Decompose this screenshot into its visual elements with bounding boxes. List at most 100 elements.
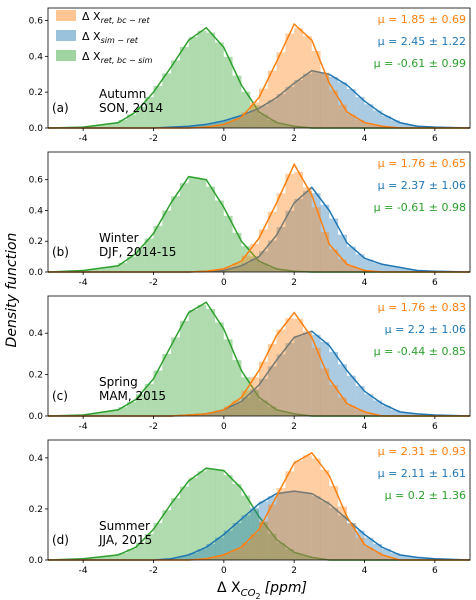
season-name: Autumn (99, 87, 146, 101)
hist-bar-bc_ret (259, 229, 268, 272)
hist-bar-bc_ret (241, 390, 251, 416)
hist-bar-bc_sim (92, 557, 101, 560)
hist-bar-bc_ret (294, 28, 303, 129)
panel-frame (47, 295, 471, 417)
hist-bar-sim_ret (223, 530, 233, 560)
hist-bar-bc_sim (162, 510, 172, 560)
hist-bar-sim_ret (355, 97, 365, 128)
hist-bar-bc_sim (144, 238, 154, 272)
hist-bar-sim_ret (250, 389, 259, 416)
hist-bar-bc_sim (197, 471, 207, 560)
hist-bar-bc_ret (259, 521, 268, 560)
stat-bc_sim: μ = -0.61 ± 0.99 (374, 57, 466, 70)
hist-bar-bc_ret (303, 455, 312, 560)
hist-bar-bc_ret (241, 112, 251, 128)
hist-bar-sim_ret (215, 537, 224, 560)
hist-bar-bc_ret (329, 385, 339, 416)
hist-bar-sim_ret (399, 412, 409, 416)
hist-bar-sim_ret (232, 523, 242, 560)
x-tick-label: 2 (291, 422, 297, 432)
legend-swatch-bc_sim (56, 50, 76, 61)
hist-bar-bc_sim (109, 410, 119, 416)
hist-bar-bc_ret (329, 249, 339, 272)
hist-bar-bc_sim (127, 114, 136, 128)
hist-bar-sim_ret (303, 493, 312, 560)
hist-bar-bc_sim (153, 523, 163, 560)
hist-bar-bc_ret (197, 414, 207, 416)
hist-bar-bc_sim (250, 256, 259, 272)
season-period: JJA, 2015 (98, 533, 152, 547)
panel-letter: (c) (52, 389, 68, 403)
hist-bar-bc_sim (188, 37, 198, 128)
hist-bar-bc_ret (285, 173, 295, 272)
hist-bar-bc_sim (171, 498, 180, 560)
hist-bar-bc_ret (206, 557, 216, 560)
hist-bar-bc_ret (267, 504, 277, 560)
hist-bar-bc_ret (250, 243, 259, 272)
hist-bar-bc_sim (118, 119, 128, 128)
hist-bar-sim_ret (285, 491, 295, 560)
hist-bar-sim_ret (364, 259, 374, 272)
stat-sim_ret: μ = 2.11 ± 1.61 (378, 467, 466, 480)
hist-bar-bc_sim (215, 322, 224, 416)
hist-bar-bc_ret (346, 114, 356, 128)
x-tick-label: -4 (79, 566, 88, 576)
hist-bar-bc_sim (109, 266, 119, 272)
hist-bar-sim_ret (390, 120, 400, 128)
hist-bar-bc_sim (303, 556, 312, 560)
hist-bar-bc_sim (206, 468, 216, 560)
hist-bar-sim_ret (390, 266, 400, 272)
hist-bar-bc_ret (294, 460, 303, 560)
hist-bar-sim_ret (250, 110, 259, 128)
hist-bar-sim_ret (223, 407, 233, 416)
hist-bar-bc_sim (127, 402, 136, 416)
hist-bar-bc_ret (223, 122, 233, 128)
panel-frame (47, 439, 471, 561)
hist-bar-sim_ret (294, 491, 303, 560)
panel-a: 0.0 0.2 0.4 0.6 -4 -2 0 2 4 6 μ = 1.85 ± 0.69 μ = 2… (29, 7, 471, 144)
hist-bar-sim_ret (373, 110, 383, 128)
hist-bar-bc_sim (232, 75, 242, 128)
hist-bar-sim_ret (408, 556, 418, 560)
hist-bar-bc_sim (267, 406, 277, 416)
hist-bar-bc_ret (303, 187, 312, 272)
hist-bar-sim_ret (346, 246, 356, 272)
hist-bar-bc_ret (215, 125, 224, 128)
hist-bar-sim_ret (241, 263, 251, 272)
hist-bar-bc_sim (179, 183, 189, 272)
panel-b: 0.0 0.2 0.4 0.6 -4 -2 0 2 4 6 μ = 1.76 ± 0.65 μ = 2… (29, 151, 471, 288)
hist-bar-bc_ret (223, 267, 233, 272)
x-tick-label: 6 (432, 566, 438, 576)
hist-bar-sim_ret (373, 400, 383, 416)
hist-bar-bc_sim (144, 383, 154, 416)
hist-bar-bc_sim (285, 125, 295, 128)
hist-bar-sim_ret (285, 343, 295, 416)
hist-bar-sim_ret (206, 544, 216, 560)
hist-bar-bc_ret (311, 207, 321, 272)
hist-bar-bc_sim (232, 232, 242, 272)
hist-bar-bc_sim (162, 353, 172, 416)
x-tick-label: 2 (291, 134, 297, 144)
hist-bar-bc_ret (206, 126, 216, 128)
hist-bar-sim_ret (303, 332, 312, 416)
hist-bar-bc_sim (118, 407, 128, 416)
hist-bar-bc_ret (373, 125, 383, 128)
hist-bar-bc_sim (171, 196, 180, 272)
hist-bar-sim_ret (276, 94, 286, 128)
hist-bar-bc_ret (338, 104, 347, 128)
stat-bc_ret: μ = 1.76 ± 0.65 (378, 157, 466, 170)
x-tick-label: -2 (149, 566, 158, 576)
hist-bar-bc_sim (135, 107, 145, 128)
hist-bar-bc_sim (135, 542, 145, 560)
panel-d: 0.0 0.2 0.4 -4 -2 0 2 4 6 μ = 2.31 ± 0.93 μ = 2.11… (29, 439, 471, 576)
y-tick-label: 0.0 (29, 268, 44, 278)
hist-bar-bc_ret (276, 193, 286, 272)
legend-label-base: Δ X (82, 50, 101, 63)
hist-bar-sim_ret (267, 366, 277, 416)
hist-bar-bc_sim (215, 42, 224, 128)
x-tick-label: 2 (291, 566, 297, 576)
hist-bar-bc_ret (303, 36, 312, 129)
y-tick-label: 0.4 (29, 454, 44, 464)
hist-bar-bc_ret (311, 458, 321, 560)
x-tick-label: 4 (362, 278, 368, 288)
